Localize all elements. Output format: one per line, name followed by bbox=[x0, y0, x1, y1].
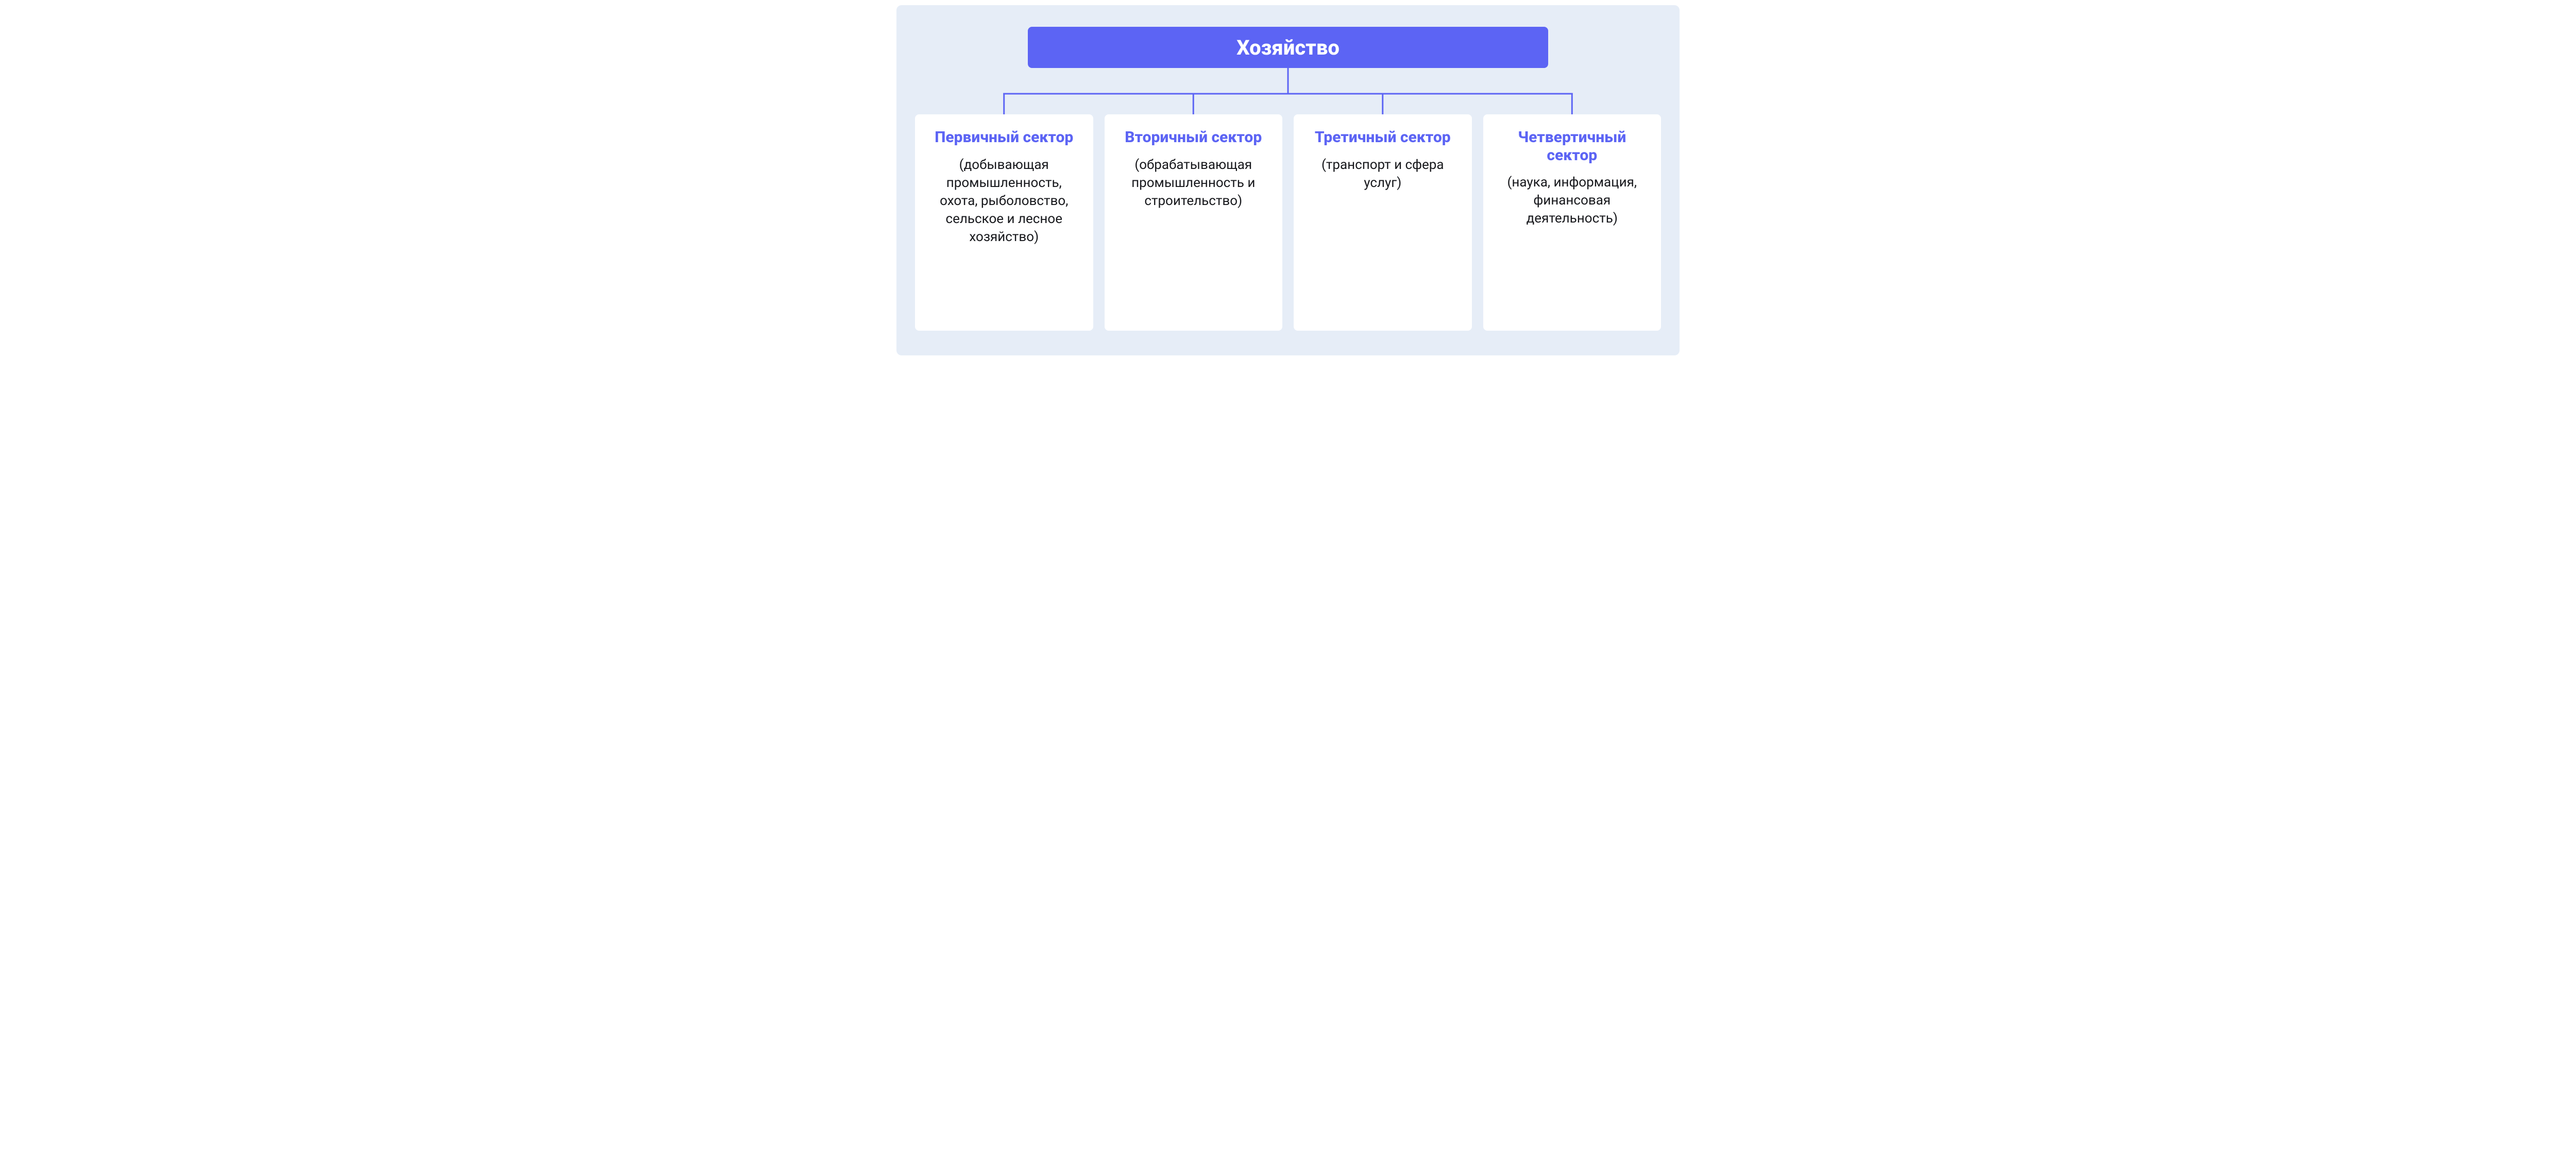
child-desc-2: (обрабатывающая промышленность и строите… bbox=[1118, 156, 1269, 210]
children-row: Первичный сектор (добывающая промышленно… bbox=[896, 114, 1680, 331]
child-desc-4: (наука, информация, финансовая деятельно… bbox=[1497, 174, 1648, 228]
child-title-1: Первичный сектор bbox=[928, 129, 1080, 147]
page: Хозяйство Первичный сектор (добывающая п… bbox=[0, 0, 2576, 361]
child-card-1: Первичный сектор (добывающая промышленно… bbox=[915, 114, 1093, 331]
child-title-4: Четвертичный сектор bbox=[1497, 129, 1648, 164]
child-desc-3: (транспорт и сфера услуг) bbox=[1307, 156, 1459, 192]
child-card-2: Вторичный сектор (обрабатывающая промышл… bbox=[1105, 114, 1283, 331]
child-title-2: Вторичный сектор bbox=[1118, 129, 1269, 147]
diagram-canvas: Хозяйство Первичный сектор (добывающая п… bbox=[896, 5, 1680, 355]
root-node: Хозяйство bbox=[1028, 27, 1548, 68]
child-desc-1: (добывающая промышленность, охота, рыбол… bbox=[928, 156, 1080, 246]
child-card-3: Третичный сектор (транспорт и сфера услу… bbox=[1294, 114, 1472, 331]
child-title-3: Третичный сектор bbox=[1307, 129, 1459, 147]
root-label: Хозяйство bbox=[1236, 36, 1340, 60]
child-card-4: Четвертичный сектор (наука, информация, … bbox=[1483, 114, 1662, 331]
